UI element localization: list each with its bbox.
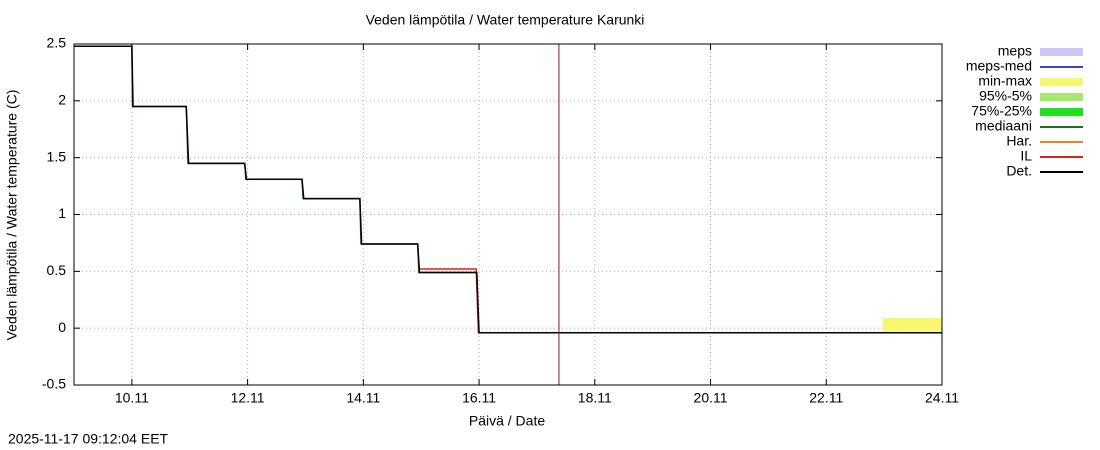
legend-label: meps-med [966,58,1032,74]
x-tick-label: 24.11 [925,390,959,406]
legend-label: IL [1020,148,1032,164]
x-tick-label: 10.11 [115,390,149,406]
legend-label: Det. [1006,163,1032,179]
chart-title: Veden lämpötila / Water temperature Karu… [366,12,645,28]
x-tick-label: 12.11 [231,390,265,406]
y-tick-label: 2.5 [47,35,67,51]
y-axis-label: Veden lämpötila / Water temperature (C) [4,90,20,341]
legend-label: meps [998,43,1032,59]
y-tick-label: -0.5 [42,376,66,392]
line [74,45,942,334]
y-tick-label: 1.5 [47,148,67,164]
y-tick-label: 2 [58,92,66,108]
y-tick-label: 1 [58,205,66,221]
legend-label: 75%-25% [971,103,1032,119]
x-tick-label: 20.11 [694,390,728,406]
legend-label: mediaani [975,118,1032,134]
band [882,317,942,332]
x-tick-label: 18.11 [578,390,612,406]
legend-swatch [1040,93,1083,101]
line [419,268,480,333]
y-tick-label: 0 [58,319,66,335]
x-tick-label: 16.11 [462,390,496,406]
legend-label: min-max [978,73,1032,89]
x-axis-label: Päivä / Date [469,413,545,429]
y-tick-label: 0.5 [47,262,67,278]
legend-label: Har. [1006,133,1032,149]
legend-swatch [1040,108,1083,116]
line [74,45,942,334]
x-tick-label: 14.11 [346,390,380,406]
x-tick-label: 22.11 [809,390,843,406]
legend-swatch [1040,78,1083,86]
legend-swatch [1040,48,1083,56]
timestamp: 2025-11-17 09:12:04 EET [8,431,169,447]
plot-frame [73,43,943,386]
legend-label: 95%-5% [979,88,1032,104]
